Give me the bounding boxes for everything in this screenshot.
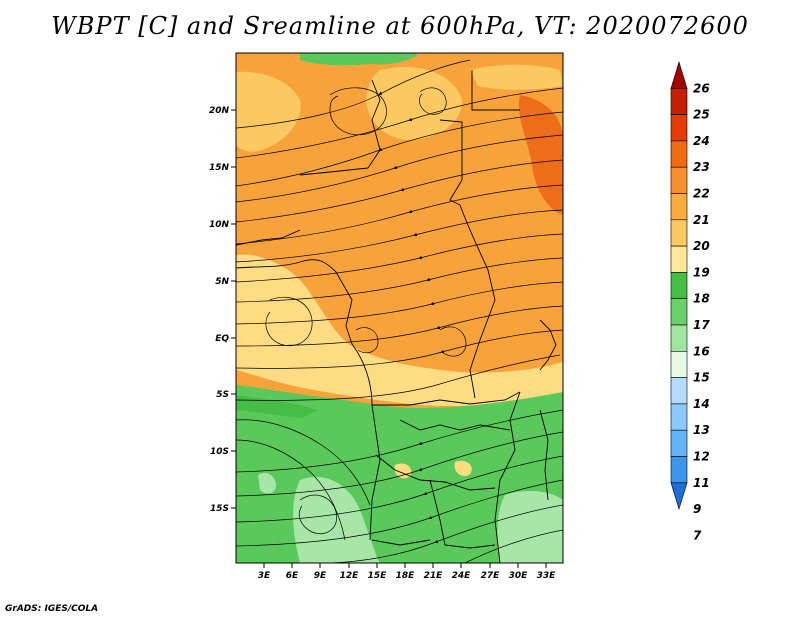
colorbar-swatch xyxy=(670,456,688,484)
wbpt-field-yellow-northeast xyxy=(470,64,563,90)
lat-label: 5S xyxy=(216,390,229,400)
colorbar-swatch xyxy=(670,377,688,405)
country-borders xyxy=(236,70,557,563)
colorbar-label: 20 xyxy=(693,239,710,253)
colorbar-label: 14 xyxy=(693,397,710,411)
lat-label: 10S xyxy=(210,447,229,457)
lon-label: 6E xyxy=(286,571,299,581)
colorbar-swatch xyxy=(670,298,688,326)
colorbar-swatch xyxy=(670,245,688,273)
colorbar-swatch xyxy=(670,140,688,168)
wbpt-field-yellow-patch-2 xyxy=(454,460,472,477)
lat-labels: 20N 15N 10N 5N EQ 5S 10S 15S xyxy=(209,106,230,514)
colorbar-swatch xyxy=(670,88,688,115)
wbpt-field-lightgreen-patch xyxy=(258,473,276,494)
colorbar-label: 24 xyxy=(693,134,710,148)
colorbar-label: 23 xyxy=(693,160,710,174)
colorbar-swatch xyxy=(670,324,688,352)
lon-labels: 3E 6E 9E 12E 15E 18E 21E 24E 27E 30E 33E xyxy=(258,571,556,581)
lon-label: 33E xyxy=(537,571,557,581)
colorbar-swatch xyxy=(670,166,688,194)
lat-label: 5N xyxy=(215,277,229,287)
colorbar-swatch xyxy=(670,60,688,89)
map-panel xyxy=(236,53,563,563)
colorbar-label: 13 xyxy=(693,423,710,437)
colorbar-label: 9 xyxy=(693,502,701,516)
colorbar-label: 19 xyxy=(693,265,710,279)
lon-label: 27E xyxy=(481,571,501,581)
lon-label: 3E xyxy=(258,571,271,581)
lat-label: 20N xyxy=(209,106,230,116)
colorbar-label: 17 xyxy=(693,318,710,332)
colorbar: 26 25 24 23 22 21 20 19 18 17 16 15 14 13 12 11 9 7 xyxy=(670,60,710,542)
wbpt-field-green-north xyxy=(300,53,420,66)
colorbar-label: 12 xyxy=(693,450,710,464)
lon-label: 15E xyxy=(368,571,388,581)
colorbar-swatch xyxy=(670,114,688,142)
lon-label: 18E xyxy=(396,571,416,581)
lon-label: 9E xyxy=(314,571,327,581)
wbpt-field-yellow-band xyxy=(236,254,563,407)
map-frame xyxy=(235,52,564,564)
colorbar-label: 26 xyxy=(693,81,710,95)
colorbar-label: 16 xyxy=(693,344,710,358)
colorbar-label: 7 xyxy=(693,528,702,542)
lat-label: 10N xyxy=(209,220,230,230)
colorbar-label: 11 xyxy=(693,476,710,490)
colorbar-swatch xyxy=(670,482,688,511)
lat-label: 15N xyxy=(209,163,230,173)
colorbar-label: 22 xyxy=(693,187,710,201)
colorbar-swatch xyxy=(670,272,688,299)
lon-label: 30E xyxy=(509,571,529,581)
colorbar-label: 21 xyxy=(693,213,710,227)
lat-label: EQ xyxy=(215,334,229,344)
wbpt-field-yellow-north xyxy=(366,66,462,140)
lon-label: 24E xyxy=(452,571,472,581)
colorbar-swatch xyxy=(670,219,688,247)
lat-ticks xyxy=(231,109,236,509)
wbpt-field-yellow-northwest xyxy=(236,71,301,152)
chart-title: WBPT [C] and Sreamline at 600hPa, VT: 20… xyxy=(51,12,749,40)
colorbar-swatch xyxy=(670,193,688,221)
streamlines xyxy=(236,59,563,563)
wbpt-field-lightgreen-southeast xyxy=(497,490,563,563)
colorbar-swatch xyxy=(670,403,688,431)
lat-label: 15S xyxy=(210,504,229,514)
colorbar-swatch xyxy=(670,350,688,378)
colorbar-label: 15 xyxy=(693,371,710,385)
colorbar-swatch xyxy=(670,429,688,457)
lon-ticks xyxy=(263,563,547,568)
colorbar-label: 18 xyxy=(693,292,710,306)
lon-label: 12E xyxy=(340,571,360,581)
wbpt-field-hot-east xyxy=(518,95,563,215)
lon-label: 21E xyxy=(424,571,444,581)
grads-credit: GrADS: IGES/COLA xyxy=(5,604,99,614)
wbpt-field-green-darker xyxy=(236,395,318,418)
colorbar-label: 25 xyxy=(693,108,710,122)
